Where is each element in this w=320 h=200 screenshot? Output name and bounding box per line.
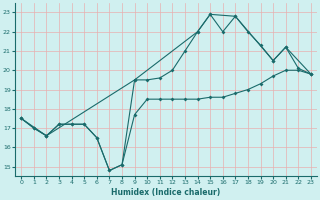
X-axis label: Humidex (Indice chaleur): Humidex (Indice chaleur): [111, 188, 221, 197]
